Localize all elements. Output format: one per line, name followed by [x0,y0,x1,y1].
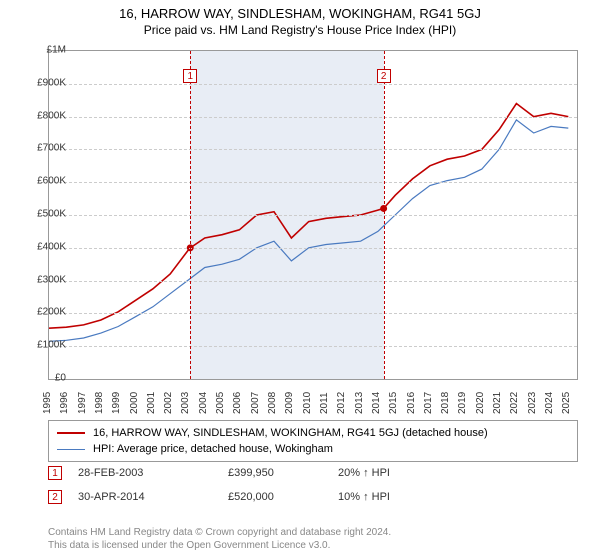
xtick-label: 2005 [215,392,226,414]
legend-label-hpi: HPI: Average price, detached house, Woki… [93,443,333,455]
xtick-label: 2001 [146,392,157,414]
xtick-label: 2011 [319,392,330,414]
footer-line1: Contains HM Land Registry data © Crown c… [48,526,391,539]
sale-row-1: 1 28-FEB-2003 £399,950 20% ↑ HPI [48,464,578,482]
xtick-label: 2004 [198,392,209,414]
ytick-label: £200K [37,307,66,318]
xtick-label: 2010 [302,392,313,414]
ytick-label: £300K [37,274,66,285]
xtick-label: 2012 [336,392,347,414]
xtick-label: 2003 [180,392,191,414]
xtick-label: 1996 [59,392,70,414]
sale-price-2: £520,000 [228,491,338,503]
xtick-label: 2017 [423,392,434,414]
xtick-label: 2002 [163,392,174,414]
sale-row-2: 2 30-APR-2014 £520,000 10% ↑ HPI [48,488,578,506]
chart-title: 16, HARROW WAY, SINDLESHAM, WOKINGHAM, R… [0,0,600,21]
ytick-label: £700K [37,143,66,154]
xtick-label: 2013 [354,392,365,414]
ytick-label: £1M [47,45,66,56]
xtick-label: 1998 [94,392,105,414]
xtick-label: 1999 [111,392,122,414]
xtick-label: 2000 [129,392,140,414]
xtick-label: 2024 [544,392,555,414]
xtick-label: 1997 [77,392,88,414]
xtick-label: 2020 [475,392,486,414]
sale-marker-2: 2 [48,490,62,504]
legend-swatch-property [57,432,85,434]
legend-swatch-hpi [57,449,85,450]
xtick-label: 2016 [406,392,417,414]
xtick-label: 2018 [440,392,451,414]
xtick-label: 2007 [250,392,261,414]
xtick-label: 2009 [284,392,295,414]
sale-date-1: 28-FEB-2003 [78,467,228,479]
ytick-label: £0 [55,373,66,384]
xtick-label: 2014 [371,392,382,414]
xtick-label: 2019 [457,392,468,414]
plot-area: 12 [48,50,578,380]
legend-item-property: 16, HARROW WAY, SINDLESHAM, WOKINGHAM, R… [57,425,569,441]
series-hpi [49,120,568,341]
xtick-label: 2015 [388,392,399,414]
sale-date-2: 30-APR-2014 [78,491,228,503]
xtick-label: 2023 [527,392,538,414]
legend-item-hpi: HPI: Average price, detached house, Woki… [57,441,569,457]
legend-box: 16, HARROW WAY, SINDLESHAM, WOKINGHAM, R… [48,420,578,462]
ytick-label: £100K [37,340,66,351]
sale-marker-1-onchart: 1 [183,69,197,83]
sale-marker-1: 1 [48,466,62,480]
ytick-label: £400K [37,241,66,252]
ytick-label: £600K [37,176,66,187]
xtick-label: 2025 [561,392,572,414]
sale-hpi-1: 20% ↑ HPI [338,467,390,479]
xtick-label: 2006 [232,392,243,414]
ytick-label: £900K [37,77,66,88]
footer-attribution: Contains HM Land Registry data © Crown c… [48,526,391,552]
legend-label-property: 16, HARROW WAY, SINDLESHAM, WOKINGHAM, R… [93,427,488,439]
xtick-label: 1995 [42,392,53,414]
footer-line2: This data is licensed under the Open Gov… [48,539,391,552]
xtick-label: 2008 [267,392,278,414]
ytick-label: £500K [37,209,66,220]
xtick-label: 2021 [492,392,503,414]
ytick-label: £800K [37,110,66,121]
chart-container: 16, HARROW WAY, SINDLESHAM, WOKINGHAM, R… [0,0,600,560]
sale-hpi-2: 10% ↑ HPI [338,491,390,503]
sale-marker-2-onchart: 2 [377,69,391,83]
xtick-label: 2022 [509,392,520,414]
sale-price-1: £399,950 [228,467,338,479]
chart-subtitle: Price paid vs. HM Land Registry's House … [0,21,600,41]
